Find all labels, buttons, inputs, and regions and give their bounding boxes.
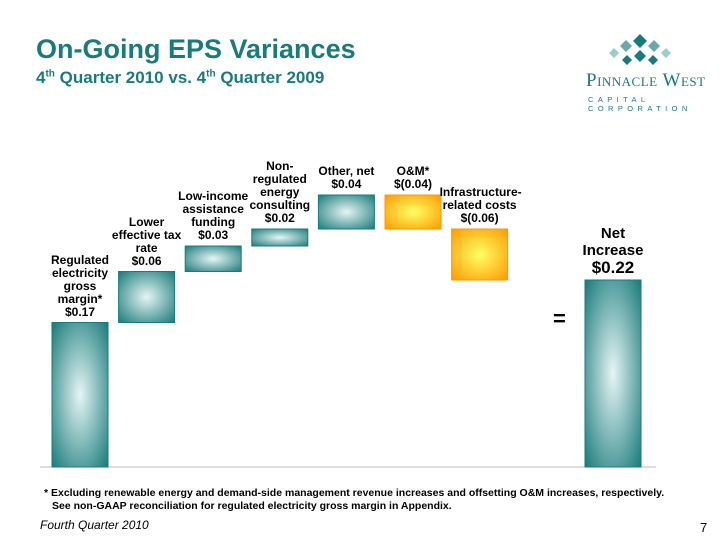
equals-sign: = <box>553 306 566 331</box>
bar-label: Low-income assistance funding $0.03 <box>173 190 253 242</box>
value-label: $0.22 <box>591 258 635 277</box>
category-label: Infrastructure-related costs <box>439 185 522 212</box>
bar-label: Infrastructure-related costs $(0.06) <box>439 185 522 225</box>
logo-mark <box>609 34 671 65</box>
bar <box>184 245 242 272</box>
title: On-Going EPS Variances <box>36 34 356 64</box>
page-number: 7 <box>700 520 708 535</box>
subtitle: 4th Quarter 2010 vs. 4th Quarter 2009 <box>36 68 325 87</box>
value-label: $0.04 <box>331 177 362 191</box>
bar-label: Lower effective tax rate $0.06 <box>107 214 187 268</box>
bar-label: Non-regulated energy consulting $0.02 <box>240 160 320 225</box>
category-label: Non-regulated energy consulting <box>249 159 311 212</box>
category-label: Net Increase <box>582 225 644 259</box>
bar-label: Regulated electricity gross margin* $0.17 <box>40 252 120 319</box>
footnote: * Excluding renewable energy and demand-… <box>44 487 665 499</box>
bar <box>118 271 176 323</box>
value-label: $0.06 <box>131 253 162 268</box>
value-label: $(0.04) <box>393 177 433 191</box>
bar-label: O&M* $(0.04) <box>373 165 453 191</box>
bar-label: Net Increase $0.22 <box>573 225 653 276</box>
bar <box>384 194 442 230</box>
value-label: $(0.06) <box>460 211 499 225</box>
footer: Fourth Quarter 2010 <box>40 518 149 532</box>
footnote: See non-GAAP reconciliation for regulate… <box>52 500 452 512</box>
logo-subtitle: CAPITAL CORPORATION <box>588 95 692 113</box>
category-label: Lower effective tax rate <box>111 214 182 255</box>
bar <box>317 194 375 230</box>
bar <box>51 322 109 468</box>
bar-label: Other, net $0.04 <box>306 165 386 191</box>
value-label: $0.17 <box>64 304 96 319</box>
category-label: O&M* <box>396 164 430 178</box>
category-label: Other, net <box>318 164 375 178</box>
total-bar <box>584 279 642 468</box>
category-label: Regulated electricity gross margin* <box>50 252 109 306</box>
category-label: Low-income assistance funding <box>178 189 249 229</box>
value-label: $0.03 <box>198 228 229 242</box>
value-label: $0.02 <box>264 211 295 225</box>
bar <box>251 228 309 247</box>
bar <box>451 228 509 281</box>
logo-name: Pinnacle West <box>586 70 706 91</box>
